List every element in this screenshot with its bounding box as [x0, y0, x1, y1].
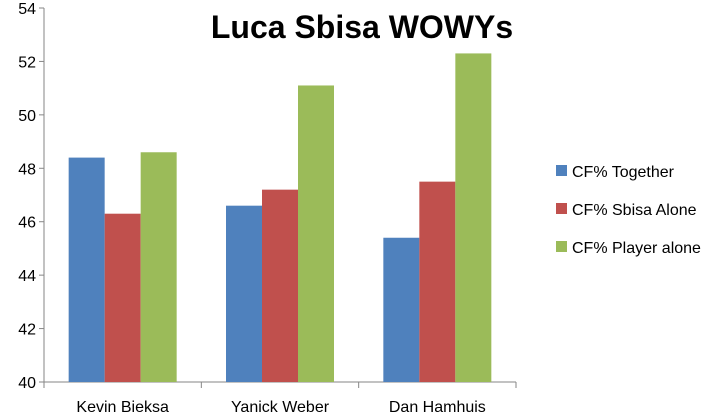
chart-title: Luca Sbisa WOWYs	[211, 9, 513, 45]
bar	[104, 213, 141, 382]
bar	[298, 85, 334, 382]
legend-label: CF% Sbisa Alone	[572, 202, 697, 219]
y-tick-label: 40	[18, 375, 36, 392]
legend-swatch	[556, 203, 567, 214]
bar	[262, 189, 298, 382]
legend: CF% Together CF% Sbisa Alone CF% Player al…	[556, 164, 701, 257]
bar	[455, 53, 492, 383]
y-tick-label: 42	[18, 322, 36, 339]
y-tick-label: 52	[18, 54, 36, 71]
legend-swatch	[556, 241, 567, 252]
bar	[226, 205, 262, 382]
y-tick-label: 48	[18, 161, 36, 178]
legend-label: CF% Together	[572, 164, 675, 181]
bars	[68, 53, 492, 383]
x-tick-label: Kevin Bieksa	[76, 399, 169, 416]
bar	[140, 152, 177, 382]
bar	[383, 237, 420, 382]
y-tick-label: 46	[18, 215, 36, 232]
bar	[68, 157, 105, 382]
x-tick-label: Yanick Weber	[231, 399, 330, 416]
bar	[419, 181, 456, 382]
y-tick-label: 44	[18, 268, 36, 285]
y-tick-label: 50	[18, 108, 36, 125]
y-tick-label: 54	[18, 1, 36, 18]
x-tick-label: Dan Hamhuis	[389, 399, 486, 416]
legend-label: CF% Player alone	[572, 240, 701, 257]
legend-swatch	[556, 165, 567, 176]
